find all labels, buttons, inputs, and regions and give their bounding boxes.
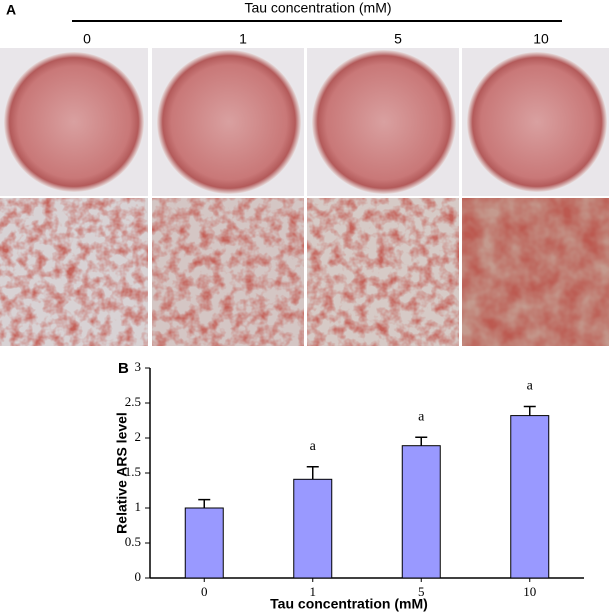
x-tick-label: 0 bbox=[201, 584, 208, 599]
micrographs bbox=[0, 198, 609, 346]
bar bbox=[184, 507, 224, 579]
y-tick-label: 2 bbox=[135, 429, 142, 444]
dish-photos bbox=[0, 48, 609, 196]
panel-title: Tau concentration (mM) bbox=[244, 0, 391, 16]
y-tick-label: 1.5 bbox=[125, 464, 141, 479]
panel-a: A Tau concentration (mM) 0 1 5 10 bbox=[0, 0, 609, 346]
error-bar bbox=[198, 498, 211, 508]
significance-label: a bbox=[418, 410, 425, 425]
y-tick-label: 2.5 bbox=[125, 394, 141, 409]
error-bar bbox=[523, 405, 536, 416]
column-label: 1 bbox=[239, 31, 247, 47]
error-bar bbox=[415, 436, 428, 446]
bar bbox=[293, 478, 333, 579]
y-tick-label: 0.5 bbox=[125, 534, 141, 549]
significance-label: a bbox=[527, 379, 534, 394]
x-tick-label: 10 bbox=[523, 584, 536, 599]
y-tick-label: 0 bbox=[135, 569, 142, 584]
bar bbox=[401, 445, 441, 579]
column-label: 5 bbox=[394, 31, 402, 47]
bar bbox=[510, 415, 550, 579]
y-axis-label: Relative ARS level bbox=[114, 412, 130, 534]
panel-label: A bbox=[6, 2, 16, 18]
column-label: 10 bbox=[533, 31, 549, 47]
x-axis-label: Tau concentration (mM) bbox=[270, 596, 428, 612]
x-tick-label: 5 bbox=[418, 584, 425, 599]
panel-label: B bbox=[118, 360, 129, 377]
error-bar bbox=[306, 465, 319, 480]
x-tick-label: 1 bbox=[310, 584, 317, 599]
significance-label: a bbox=[310, 439, 317, 454]
y-tick-label: 3 bbox=[135, 359, 142, 374]
panel-b: B Relative ARS level Tau concentration (… bbox=[114, 359, 584, 612]
column-label: 0 bbox=[83, 31, 91, 47]
y-tick-label: 1 bbox=[135, 499, 142, 514]
